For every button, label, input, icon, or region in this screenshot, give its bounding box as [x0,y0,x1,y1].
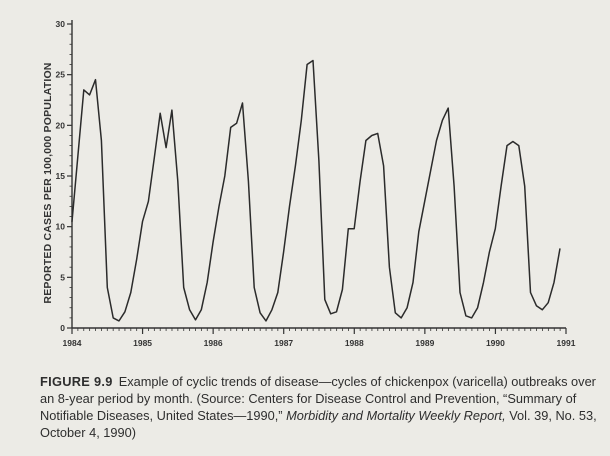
x-tick-label: 1989 [415,338,434,348]
chickenpox-line-chart: 0 5 10 15 20 25 30 1984 1985 1986 1987 1988 1989 199… [42,19,576,348]
caption-text: Example of cyclic trends of disease—cycl… [40,374,596,423]
x-axis: 1984 1985 1986 1987 1988 1989 1990 1991 [63,327,576,348]
y-axis: 0 5 10 15 20 25 30 [56,19,73,333]
y-axis-title: REPORTED CASES PER 100,000 POPULATION [42,62,54,303]
caption-citation: Vol. 39, No. 53, October 4, 1990) [40,408,597,440]
y-tick-label: 10 [56,222,66,232]
x-tick-label: 1985 [133,338,152,348]
x-tick-label: 1984 [63,338,82,348]
x-tick-label: 1987 [274,338,293,348]
caption-journal: Morbidity and Mortality Weekly Report, [286,408,506,423]
figure-caption: FIGURE 9.9 Example of cyclic trends of di… [40,373,605,441]
x-tick-label: 1990 [486,338,505,348]
series-line [71,59,561,322]
y-tick-label: 20 [56,120,66,130]
x-tick-label: 1986 [204,338,223,348]
x-tick-label: 1988 [345,338,364,348]
x-tick-label: 1991 [557,338,576,348]
y-tick-label: 25 [56,70,66,80]
y-tick-label: 5 [60,272,65,282]
y-tick-label: 15 [56,171,66,181]
y-tick-label: 30 [56,19,66,29]
y-tick-label: 0 [60,323,65,333]
figure-label: FIGURE 9.9 [40,374,113,389]
